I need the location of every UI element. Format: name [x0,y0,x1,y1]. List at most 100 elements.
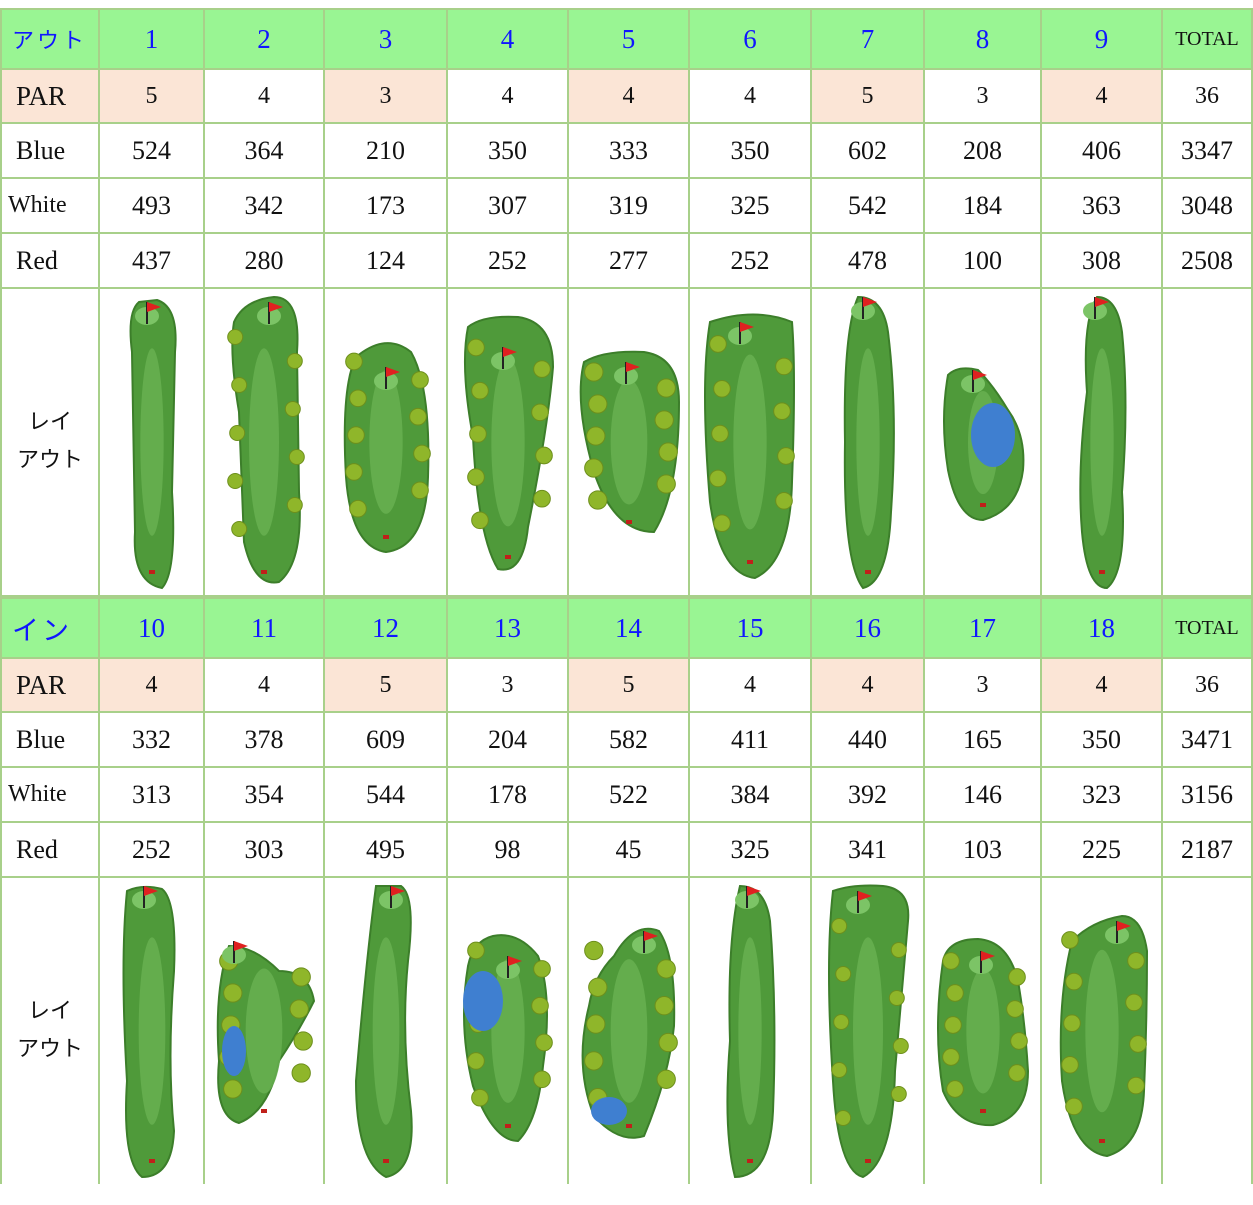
red-yardage: 495 [325,823,448,878]
red-yardage: 341 [812,823,925,878]
red-yardage: 280 [205,234,325,289]
par-value: 4 [690,659,812,713]
in-layout-row: レイ アウト [0,878,1253,1184]
hole-map-icon [1059,914,1148,1158]
hole-map-icon [354,885,413,1179]
blue-yardage: 411 [690,713,812,768]
white-tee-label: White [0,768,100,823]
hole-map-icon [1078,295,1126,590]
white-yardage: 392 [812,768,925,823]
par-value: 4 [1042,659,1163,713]
out-red-tee-row: Red 437 280 124 252 277 252 478 100 308 2508 [0,234,1253,289]
white-total: 3156 [1163,768,1253,823]
hole-number: 3 [325,8,448,70]
par-value: 4 [205,659,325,713]
white-yardage: 178 [448,768,569,823]
hole-number: 1 [100,8,205,70]
red-yardage: 225 [1042,823,1163,878]
blue-yardage: 350 [690,124,812,179]
white-yardage: 313 [100,768,205,823]
hole-layout-cell [569,289,690,597]
par-value: 4 [448,70,569,124]
hole-map-icon [129,298,177,590]
hole-layout-cell [325,878,448,1184]
white-yardage: 342 [205,179,325,234]
white-yardage: 146 [925,768,1042,823]
par-value: 4 [100,659,205,713]
par-total: 36 [1163,659,1253,713]
blue-yardage: 350 [448,124,569,179]
red-yardage: 98 [448,823,569,878]
hole-number: 11 [205,597,325,659]
hole-layout-cell [925,878,1042,1184]
hole-layout-cell [448,878,569,1184]
hole-layout-cell [812,878,925,1184]
out-white-tee-row: White 493 342 173 307 319 325 542 184 363 3048 [0,179,1253,234]
hole-layout-cell [690,878,812,1184]
hole-layout-cell [1042,878,1163,1184]
blue-yardage: 524 [100,124,205,179]
hole-number: 14 [569,597,690,659]
hole-layout-cell [205,289,325,597]
hole-layout-cell [325,289,448,597]
red-yardage: 478 [812,234,925,289]
hole-number: 9 [1042,8,1163,70]
par-value: 3 [925,70,1042,124]
white-yardage: 184 [925,179,1042,234]
out-nine-section: アウト 1 2 3 4 5 6 7 8 9 TOTAL PAR 5 4 3 4 4 4 5 3 4 36 Blue 524 36… [0,8,1253,597]
hole-number: 13 [448,597,569,659]
white-yardage: 307 [448,179,569,234]
layout-label: レイ アウト [0,289,100,597]
blue-yardage: 364 [205,124,325,179]
blue-yardage: 440 [812,713,925,768]
hole-layout-cell [205,878,325,1184]
blue-yardage: 602 [812,124,925,179]
red-tee-label: Red [0,823,100,878]
white-yardage: 384 [690,768,812,823]
hole-layout-cell [100,289,205,597]
par-value: 4 [205,70,325,124]
par-value: 5 [100,70,205,124]
red-yardage: 124 [325,234,448,289]
out-par-row: PAR 5 4 3 4 4 4 5 3 4 36 [0,70,1253,124]
red-yardage: 303 [205,823,325,878]
blue-yardage: 204 [448,713,569,768]
white-yardage: 522 [569,768,690,823]
par-value: 5 [812,70,925,124]
blue-yardage: 333 [569,124,690,179]
hole-map-icon [216,941,316,1125]
out-blue-tee-row: Blue 524 364 210 350 333 350 602 208 406 3347 [0,124,1253,179]
in-par-row: PAR 4 4 5 3 5 4 4 3 4 36 [0,659,1253,713]
red-yardage: 252 [690,234,812,289]
hole-map-icon [343,342,431,554]
hole-map-icon [581,927,678,1139]
par-value: 4 [1042,70,1163,124]
hole-number: 16 [812,597,925,659]
hole-map-icon [463,315,554,571]
par-value: 5 [569,659,690,713]
blue-yardage: 406 [1042,124,1163,179]
hole-map-icon [704,313,795,580]
hole-layout-cell [100,878,205,1184]
hole-map-icon [579,350,680,534]
blue-total: 3347 [1163,124,1253,179]
layout-label: レイ アウト [0,878,100,1184]
blue-yardage: 350 [1042,713,1163,768]
in-white-tee-row: White 313 354 544 178 522 384 392 146 323 3156 [0,768,1253,823]
out-layout-row: レイ アウト [0,289,1253,597]
hole-layout-cell [925,289,1042,597]
red-yardage: 252 [448,234,569,289]
out-header-row: アウト 1 2 3 4 5 6 7 8 9 TOTAL [0,8,1253,70]
hole-map-icon [827,884,909,1179]
par-value: 4 [812,659,925,713]
hole-layout-cell [448,289,569,597]
hole-number: 8 [925,8,1042,70]
white-tee-label: White [0,179,100,234]
hole-layout-cell [1042,289,1163,597]
blue-yardage: 332 [100,713,205,768]
red-yardage: 103 [925,823,1042,878]
white-yardage: 544 [325,768,448,823]
blue-yardage: 165 [925,713,1042,768]
layout-label-line2: アウト [16,1037,83,1062]
white-yardage: 323 [1042,768,1163,823]
